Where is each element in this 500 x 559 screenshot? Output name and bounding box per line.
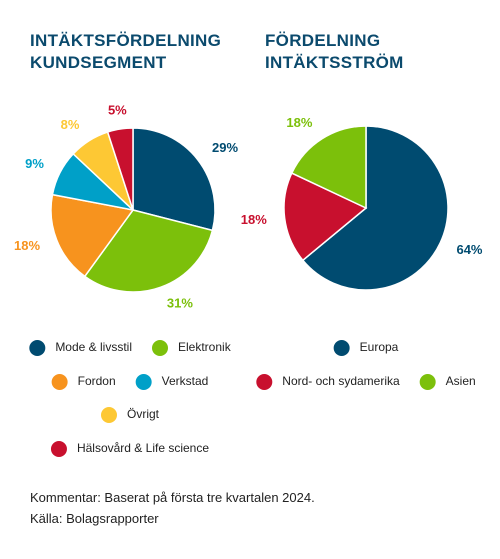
legend-marker (50, 441, 67, 457)
value-label: 18% (286, 115, 312, 130)
legend-label: Elektronik (178, 340, 232, 354)
legend-label: Hälsovård & Life science (77, 441, 209, 455)
pie-slice (290, 125, 367, 210)
chart: 29% 31% 18% 9% 8% 5% Mode & livsstil Elektronik… (14, 103, 483, 457)
value-label: 31% (167, 296, 193, 311)
chart-title: FÖRDELNING INTÄKTSSTRÖM (265, 31, 404, 72)
legend-label: Europa (360, 340, 399, 354)
legend-label: Asien (446, 374, 476, 388)
legend-label: Verkstad (162, 374, 209, 388)
legend-marker (135, 374, 152, 390)
legend-marker (152, 340, 168, 356)
legend-marker (100, 407, 117, 423)
chart-title: INTÄKTSFÖRDELNING KUNDSEGMENT (30, 31, 222, 72)
legend-label: Fordon (78, 374, 116, 388)
pie-slice (283, 172, 368, 262)
value-label: 64% (456, 242, 482, 257)
value-label: 18% (14, 238, 40, 253)
legend-marker (419, 374, 436, 390)
source: Källa: Bolagsrapporter (30, 511, 159, 526)
value-label: 5% (108, 103, 127, 118)
pie-slice (83, 209, 214, 293)
value-label: 9% (25, 156, 44, 171)
value-label: 29% (212, 140, 238, 155)
pie-slice (50, 193, 135, 278)
pie-slice (106, 127, 134, 211)
legend-marker (333, 340, 350, 356)
comment: Kommentar: Baserat på första tre kvartal… (30, 490, 315, 505)
pie-slice (301, 125, 449, 291)
value-label: 8% (61, 117, 80, 132)
legend-marker (256, 374, 273, 390)
pie-slice (132, 127, 216, 232)
legend-label: Mode & livsstil (55, 340, 132, 354)
value-label: 18% (241, 212, 267, 227)
legend-label: Nord- och sydamerika (282, 374, 400, 388)
legend-marker (29, 340, 46, 356)
legend-marker (51, 374, 68, 390)
legend-label: Övrigt (127, 407, 160, 421)
